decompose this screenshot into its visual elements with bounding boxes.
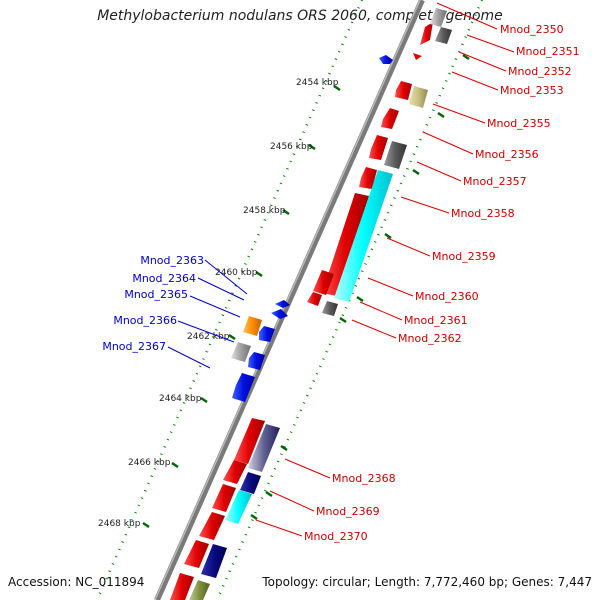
forward-strand-genes [170, 22, 433, 600]
gene-box-mnod-2369-cyan [225, 490, 252, 524]
gene-label-right: Mnod_2352 [508, 65, 572, 78]
gene-arrow-mnod-2357 [359, 167, 377, 189]
genome-backbone [154, 0, 425, 600]
gene-arrow-mnod-2368b [223, 460, 247, 484]
genome-backbone-highlight [154, 0, 421, 600]
gene-box-mnod-2353-olive [409, 86, 428, 108]
gene-label-left: Mnod_2363 [140, 254, 204, 267]
gene-label-right: Mnod_2353 [500, 84, 564, 97]
left-label-leaders [167, 259, 248, 369]
gene-arrow-mnod-2370 [199, 512, 225, 540]
right-label-leaders [255, 2, 515, 537]
map-title: Methylobacterium nodulans ORS 2060, comp… [97, 8, 503, 24]
gene-label-left: Mnod_2366 [113, 314, 177, 327]
reverse-strand-genes [231, 55, 393, 402]
gene-label-right: Mnod_2350 [500, 23, 564, 36]
kbp-label: 2454 kbp [296, 78, 339, 88]
gene-arrow-mnod-2360 [307, 292, 322, 306]
gene-label-right: Mnod_2369 [316, 505, 380, 518]
gene-label-left: Mnod_2365 [124, 288, 188, 301]
gene-label-right: Mnod_2362 [398, 332, 462, 345]
gene-label-right: Mnod_2359 [432, 250, 496, 263]
gene-label-right: Mnod_2360 [415, 290, 479, 303]
gene-box-mnod-2366 [231, 342, 251, 362]
gene-box-mnod-2358-cyan [334, 170, 393, 302]
gene-arrow-mnod-2359 [313, 270, 334, 295]
gene-arrow-mnod-2356 [369, 135, 388, 160]
gene-box-mnod-2369-navy [240, 472, 261, 494]
gene-arrow-mnod-2353 [395, 81, 412, 100]
gene-label-left: Mnod_2364 [132, 272, 196, 285]
gene-arrow-reverse-1 [379, 55, 393, 64]
gene-arrow-mnod-2368a [234, 418, 265, 464]
gene-label-right: Mnod_2355 [487, 117, 551, 130]
gene-label-right: Mnod_2370 [304, 530, 368, 543]
gene-arrow-extra-2 [170, 573, 194, 600]
gene-arrow-mnod-2364 [271, 309, 288, 319]
gene-box-mnod-2365 [243, 316, 262, 336]
gene-label-left: Mnod_2367 [102, 340, 166, 353]
gene-arrow-mnod-2358 [322, 193, 369, 296]
gene-box-mnod-2351 [430, 8, 447, 27]
kbp-label: 2462 kbp [187, 332, 230, 342]
forward-strand-features [189, 8, 452, 600]
gene-arrow-mnod-2355 [381, 108, 399, 129]
gene-label-right: Mnod_2358 [451, 207, 515, 220]
accession-text: Accession: NC_011894 [8, 575, 145, 589]
gene-box-extra-olive [189, 580, 210, 600]
kbp-label: 2460 kbp [215, 268, 258, 278]
kbp-label: 2458 kbp [243, 206, 286, 216]
gene-arrow-mnod-2352 [413, 53, 422, 60]
gene-box-mnod-2356-dark [384, 141, 407, 169]
gene-label-right: Mnod_2361 [404, 314, 468, 327]
gene-arrow-mnod-2363 [275, 300, 290, 308]
kbp-label: 2464 kbp [159, 394, 202, 404]
gene-box-mnod-2351-dark [435, 27, 452, 44]
gene-box-mnod-2368-navygrey [248, 424, 280, 472]
genome-summary-text: Topology: circular; Length: 7,772,460 bp… [262, 575, 592, 589]
gene-arrow-mnod-2367 [232, 373, 255, 402]
gene-arrow-mnod-2366 [248, 352, 265, 370]
gene-label-right: Mnod_2351 [516, 45, 580, 58]
gene-label-right: Mnod_2357 [463, 175, 527, 188]
gene-arrow-mnod-2369 [212, 484, 236, 512]
gene-label-right: Mnod_2368 [332, 472, 396, 485]
gene-arrow-mnod-2350 [420, 22, 433, 45]
kbp-label: 2468 kbp [98, 519, 141, 529]
kbp-ticks [142, 53, 470, 529]
gene-arrow-extra-1 [184, 540, 209, 568]
kbp-label: 2466 kbp [128, 458, 171, 468]
gene-arrow-mnod-2365 [259, 326, 275, 342]
gene-label-right: Mnod_2356 [475, 148, 539, 161]
gene-box-extra-navy [201, 544, 227, 578]
gene-box-mnod-2362-dark [322, 301, 338, 316]
kbp-label: 2456 kbp [270, 142, 313, 152]
